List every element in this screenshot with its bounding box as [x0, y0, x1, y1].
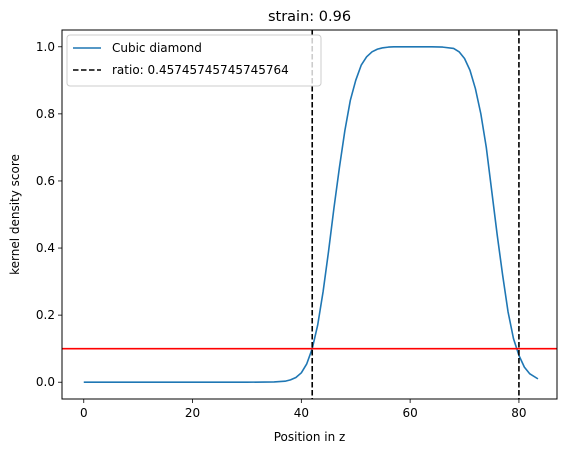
y-tick-label: 0.8 — [36, 107, 55, 121]
legend-box — [66, 34, 322, 87]
axes-frame — [61, 29, 558, 400]
x-tick-label: 20 — [185, 406, 200, 420]
x-tick-label: 0 — [80, 406, 88, 420]
y-axis-label: kernel density score — [8, 154, 22, 275]
plot-layer — [62, 30, 557, 399]
series-line-0 — [83, 45, 539, 384]
x-tick-label: 80 — [511, 406, 526, 420]
y-tick-label: 0.0 — [36, 375, 55, 389]
y-tick-label: 0.2 — [36, 308, 55, 322]
y-tick-label: 0.4 — [36, 241, 55, 255]
legend-label-series: Cubic diamond — [112, 41, 202, 55]
x-tick-label: 40 — [294, 406, 309, 420]
y-tick-label: 0.6 — [36, 174, 55, 188]
legend: Cubic diamond ratio: 0.45745745745745764 — [66, 34, 322, 87]
chart-title: strain: 0.96 — [268, 9, 351, 25]
y-tick-label: 1.0 — [36, 40, 55, 54]
x-tick-label: 60 — [402, 406, 417, 420]
legend-label-vlines: ratio: 0.45745745745745764 — [112, 63, 289, 77]
x-axis-label: Position in z — [274, 430, 346, 444]
ticks-layer: 0 20 40 60 80 0.0 0.2 0.4 0.6 0.8 1.0 — [36, 40, 527, 420]
